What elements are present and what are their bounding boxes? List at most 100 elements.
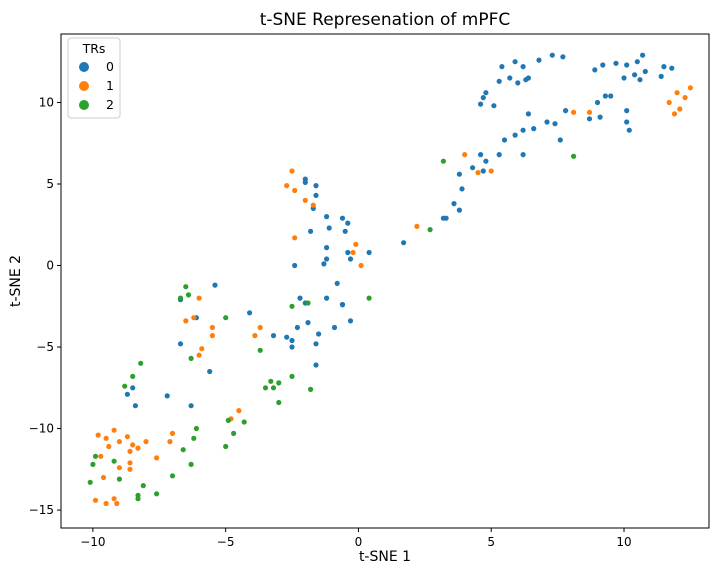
data-point-tr0-90 [284,334,290,340]
data-point-tr0-71 [321,261,327,267]
data-point-tr2-20 [241,419,247,425]
data-point-tr0-29 [624,62,630,68]
legend-marker-0 [79,62,89,72]
data-point-tr0-85 [316,331,322,337]
data-point-tr0-11 [525,75,532,81]
data-point-tr1-23 [191,315,197,321]
data-point-tr1-29 [252,333,258,339]
data-point-tr0-104 [124,391,130,397]
data-point-tr0-35 [669,65,675,71]
data-point-tr0-59 [313,192,319,198]
data-point-tr0-87 [294,324,300,331]
data-point-tr0-6 [507,75,513,81]
data-point-tr1-37 [124,434,130,440]
data-point-tr1-6 [353,241,359,247]
data-point-tr1-5 [292,235,298,241]
data-point-tr2-38 [135,496,141,502]
data-point-tr0-73 [366,249,372,256]
data-point-tr2-36 [140,483,146,489]
data-point-tr0-65 [326,225,332,231]
data-point-tr1-8 [358,262,364,269]
data-point-tr0-31 [640,52,646,58]
data-point-tr0-95 [212,282,218,288]
data-point-tr0-3 [491,103,497,109]
data-point-tr0-57 [401,240,407,246]
data-point-tr2-0 [440,158,446,164]
data-point-tr2-26 [188,461,194,467]
data-point-tr0-70 [324,256,330,262]
data-point-tr0-61 [302,179,308,185]
data-point-tr2-5 [289,303,295,309]
data-point-tr0-94 [247,310,253,316]
data-point-tr0-48 [478,152,484,158]
data-point-tr0-98 [177,341,184,347]
data-point-tr0-64 [324,214,330,220]
data-point-tr0-79 [297,295,303,301]
data-point-tr2-22 [223,443,229,450]
data-point-tr0-74 [347,256,354,262]
data-point-tr2-13 [262,385,269,391]
data-point-tr1-15 [666,99,672,106]
data-point-tr0-36 [594,99,601,106]
data-point-tr1-46 [127,460,133,466]
data-point-tr0-40 [637,77,643,83]
data-point-tr0-58 [313,183,319,189]
data-point-tr0-51 [459,186,465,192]
data-point-tr2-25 [180,447,186,453]
data-point-tr0-2 [483,90,489,96]
legend-label-2: 2 [106,97,114,112]
data-point-tr0-82 [339,302,346,308]
data-point-tr0-103 [130,385,136,391]
data-point-tr0-34 [661,64,667,70]
data-point-tr2-10 [188,355,194,361]
data-point-tr1-1 [284,183,290,189]
data-point-tr1-32 [169,430,176,436]
data-point-tr0-88 [313,341,319,347]
data-point-tr0-12 [536,57,542,63]
data-point-tr1-26 [199,346,205,352]
data-point-tr1-28 [257,324,263,331]
data-point-tr0-38 [608,93,614,99]
legend-marker-2 [79,100,89,110]
data-point-tr0-55 [440,215,446,221]
data-point-tr2-30 [122,383,128,389]
data-point-tr0-19 [544,119,550,125]
data-point-tr1-20 [674,90,680,96]
data-point-tr0-89 [289,337,295,344]
y-tick-label-3: 0 [46,259,54,273]
data-point-tr1-33 [167,439,173,445]
data-point-tr0-39 [621,75,627,81]
data-point-tr1-48 [116,465,122,471]
x-tick-label-3: 5 [487,535,495,549]
data-point-tr1-40 [116,439,122,445]
data-point-tr0-81 [292,262,298,269]
data-point-tr1-36 [135,445,141,451]
data-point-tr1-34 [154,455,160,461]
y-tick-label-0: −15 [29,503,54,517]
x-tick-label-2: 0 [355,535,363,549]
data-point-tr2-16 [289,373,295,379]
data-point-tr2-9 [223,315,229,321]
data-point-tr1-25 [209,333,215,339]
data-point-tr1-13 [571,109,577,115]
x-axis-label: t-SNE 1 [359,549,411,565]
data-point-tr2-4 [305,300,311,306]
data-point-tr0-32 [632,72,638,78]
data-point-tr2-18 [276,399,282,406]
data-point-tr2-24 [191,435,197,441]
data-point-tr0-50 [480,168,486,174]
data-point-tr0-26 [592,67,598,73]
data-point-tr2-17 [308,386,314,392]
data-point-tr1-2 [292,187,298,194]
data-point-tr1-7 [350,249,356,256]
data-point-tr0-56 [456,207,462,213]
data-point-tr0-63 [308,228,314,234]
data-point-tr0-49 [483,158,489,164]
data-point-tr1-41 [111,427,117,433]
data-point-tr0-69 [324,245,330,251]
data-point-tr0-30 [634,59,640,65]
data-point-tr2-3 [571,153,577,159]
data-point-tr0-102 [132,403,138,409]
data-point-tr2-31 [111,458,117,464]
y-tick-label-4: 5 [46,177,54,191]
